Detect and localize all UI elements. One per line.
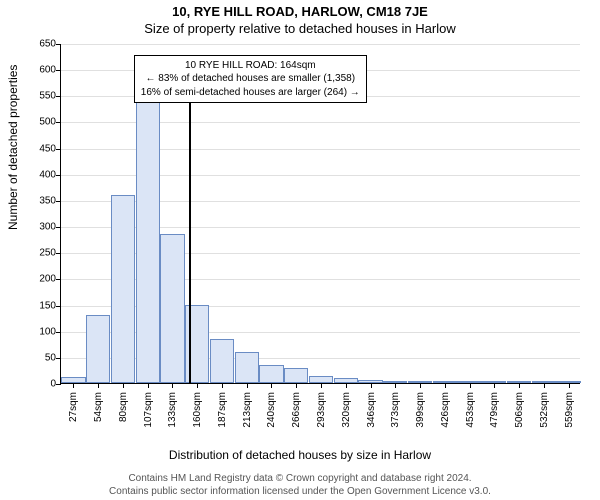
x-tick-mark (346, 383, 347, 388)
y-tick-label: 200 (26, 274, 56, 285)
x-tick-mark (271, 383, 272, 388)
footer-line2: Contains public sector information licen… (0, 485, 600, 498)
x-tick-mark (519, 383, 520, 388)
y-tick-mark (56, 122, 61, 123)
x-tick-mark (420, 383, 421, 388)
y-tick-label: 250 (26, 248, 56, 259)
histogram-bar (111, 195, 135, 383)
x-tick-mark (395, 383, 396, 388)
y-tick-mark (56, 44, 61, 45)
histogram-bar (235, 352, 259, 383)
x-tick-label: 293sqm (316, 392, 327, 428)
histogram-bar (160, 234, 184, 383)
footer-line1: Contains HM Land Registry data © Crown c… (0, 472, 600, 485)
x-tick-label: 453sqm (465, 392, 476, 428)
x-tick-label: 27sqm (68, 392, 79, 422)
x-tick-mark (296, 383, 297, 388)
x-tick-label: 187sqm (217, 392, 228, 428)
y-tick-mark (56, 332, 61, 333)
histogram-bar (309, 376, 333, 383)
x-tick-label: 532sqm (539, 392, 550, 428)
y-tick-label: 0 (26, 379, 56, 390)
x-tick-mark (197, 383, 198, 388)
chart-subtitle: Size of property relative to detached ho… (0, 19, 600, 36)
x-tick-mark (98, 383, 99, 388)
x-tick-label: 559sqm (564, 392, 575, 428)
y-tick-mark (56, 96, 61, 97)
x-tick-label: 213sqm (242, 392, 253, 428)
y-tick-mark (56, 175, 61, 176)
x-tick-mark (222, 383, 223, 388)
annotation-line: 10 RYE HILL ROAD: 164sqm (141, 59, 360, 73)
y-tick-label: 450 (26, 143, 56, 154)
x-tick-mark (321, 383, 322, 388)
histogram-bar (210, 339, 234, 383)
y-tick-mark (56, 253, 61, 254)
y-axis-label: Number of detached properties (6, 65, 20, 230)
x-tick-mark (569, 383, 570, 388)
y-tick-label: 500 (26, 117, 56, 128)
y-tick-label: 400 (26, 169, 56, 180)
annotation-box: 10 RYE HILL ROAD: 164sqm← 83% of detache… (134, 55, 367, 104)
footer: Contains HM Land Registry data © Crown c… (0, 472, 600, 498)
y-tick-label: 300 (26, 222, 56, 233)
x-tick-mark (247, 383, 248, 388)
x-tick-mark (73, 383, 74, 388)
histogram-bar (284, 368, 308, 383)
x-tick-label: 80sqm (118, 392, 129, 422)
x-tick-label: 426sqm (440, 392, 451, 428)
x-tick-label: 399sqm (415, 392, 426, 428)
annotation-line: 16% of semi-detached houses are larger (… (141, 86, 360, 100)
y-tick-mark (56, 384, 61, 385)
x-tick-mark (445, 383, 446, 388)
x-tick-label: 54sqm (93, 392, 104, 422)
x-tick-mark (544, 383, 545, 388)
y-tick-label: 350 (26, 195, 56, 206)
y-tick-label: 550 (26, 91, 56, 102)
property-marker-line (189, 64, 191, 383)
annotation-line: ← 83% of detached houses are smaller (1,… (141, 72, 360, 86)
y-tick-label: 50 (26, 352, 56, 363)
x-tick-label: 240sqm (266, 392, 277, 428)
histogram-bar (86, 315, 110, 383)
y-tick-label: 600 (26, 65, 56, 76)
gridline (61, 44, 580, 45)
chart-container: 10, RYE HILL ROAD, HARLOW, CM18 7JE Size… (0, 0, 600, 500)
x-tick-mark (172, 383, 173, 388)
histogram-bar (136, 93, 160, 383)
histogram-bar (259, 365, 283, 383)
x-tick-mark (148, 383, 149, 388)
y-tick-mark (56, 306, 61, 307)
plot-area: 10 RYE HILL ROAD: 164sqm← 83% of detache… (60, 44, 580, 384)
y-tick-label: 650 (26, 39, 56, 50)
x-tick-mark (371, 383, 372, 388)
x-tick-label: 133sqm (167, 392, 178, 428)
y-tick-mark (56, 279, 61, 280)
x-tick-label: 266sqm (291, 392, 302, 428)
x-tick-label: 346sqm (366, 392, 377, 428)
x-axis-label: Distribution of detached houses by size … (0, 448, 600, 462)
y-tick-mark (56, 227, 61, 228)
chart-title: 10, RYE HILL ROAD, HARLOW, CM18 7JE (0, 0, 600, 19)
x-tick-label: 506sqm (514, 392, 525, 428)
x-tick-label: 107sqm (143, 392, 154, 428)
x-tick-mark (470, 383, 471, 388)
x-tick-mark (123, 383, 124, 388)
x-tick-label: 373sqm (390, 392, 401, 428)
x-tick-mark (494, 383, 495, 388)
x-tick-label: 320sqm (341, 392, 352, 428)
x-tick-label: 479sqm (489, 392, 500, 428)
y-tick-label: 150 (26, 300, 56, 311)
x-tick-label: 160sqm (192, 392, 203, 428)
y-tick-mark (56, 149, 61, 150)
y-tick-mark (56, 70, 61, 71)
y-tick-mark (56, 358, 61, 359)
y-tick-label: 100 (26, 326, 56, 337)
y-tick-mark (56, 201, 61, 202)
